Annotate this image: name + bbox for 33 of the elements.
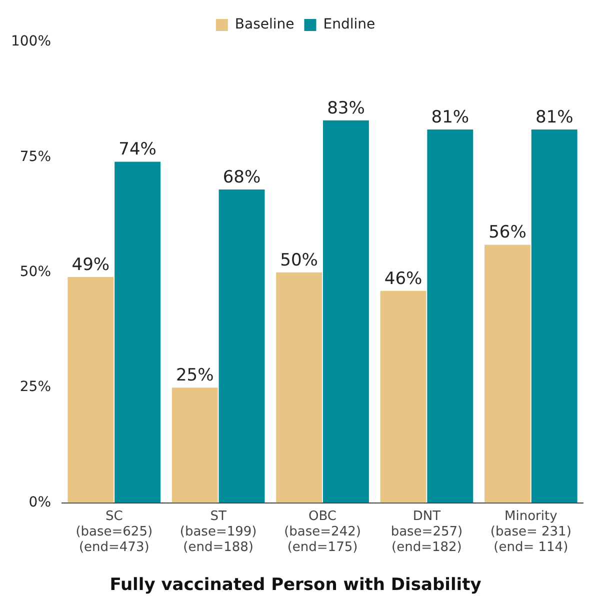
text: 25% — [176, 366, 214, 386]
y-tick-label: 25% — [20, 379, 52, 396]
x-tick-label: ST (base=199) (end=188) — [180, 508, 257, 556]
text: 56% — [488, 222, 526, 243]
bar — [484, 244, 530, 503]
legend-label: Endline — [323, 16, 376, 33]
bar — [531, 130, 578, 503]
text: 74% — [118, 140, 156, 160]
bar — [68, 277, 114, 503]
y-tick-label: 75% — [20, 148, 52, 165]
text: 50% — [280, 250, 318, 270]
bar — [380, 290, 426, 503]
text: 49% — [72, 254, 110, 275]
x-tick-label: OBC (base=242) (end=175) — [284, 508, 361, 556]
bar — [322, 120, 369, 503]
text: 46% — [384, 268, 422, 289]
x-tick-label: Minority (base= 231) (end= 114) — [490, 508, 572, 556]
text: 68% — [222, 167, 261, 188]
y-tick-label: 50% — [20, 264, 52, 280]
bar — [427, 130, 474, 503]
y-tick-label: 100% — [10, 34, 52, 50]
text: 81% — [431, 107, 470, 128]
x-tick-label: DNT base=257) (end=182) — [390, 508, 463, 556]
legend-label: Baseline — [234, 16, 294, 33]
text: 81% — [535, 107, 574, 128]
text: Fully vaccinated Person with Disability — [110, 575, 482, 596]
y-tick-label: 0% — [28, 494, 52, 510]
bar — [276, 272, 322, 503]
bar — [114, 162, 161, 503]
bar — [172, 388, 218, 503]
bar — [218, 189, 265, 503]
x-tick-label: SC (base=625) (end=473) — [76, 508, 153, 556]
text: 83% — [327, 98, 365, 118]
